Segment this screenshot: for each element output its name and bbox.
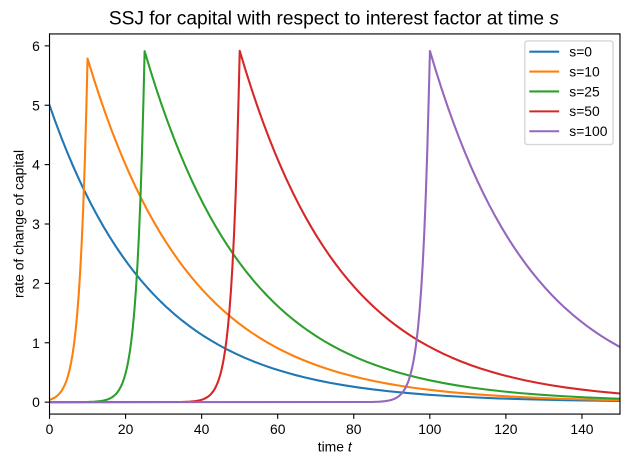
svg-text:rate of change of capital: rate of change of capital <box>11 150 27 298</box>
svg-text:s=0: s=0 <box>569 44 592 60</box>
svg-text:140: 140 <box>570 421 593 437</box>
svg-text:6: 6 <box>32 38 40 54</box>
svg-text:120: 120 <box>494 421 517 437</box>
svg-text:s=100: s=100 <box>569 123 607 139</box>
svg-text:3: 3 <box>32 216 40 232</box>
svg-text:4: 4 <box>32 157 40 173</box>
svg-text:t i m e: t i m e t <box>318 431 354 456</box>
svg-text:20: 20 <box>118 421 134 437</box>
svg-text:5: 5 <box>32 97 40 113</box>
svg-text:s=50: s=50 <box>569 103 600 119</box>
svg-text:S S J: S S J f o r c a p i t a l w i t h r e s … <box>109 4 559 29</box>
svg-text:s=10: s=10 <box>569 63 600 79</box>
svg-text:0: 0 <box>32 394 40 410</box>
svg-text:100: 100 <box>418 421 441 437</box>
svg-text:40: 40 <box>194 421 210 437</box>
svg-text:60: 60 <box>270 421 286 437</box>
svg-text:2: 2 <box>32 275 40 291</box>
svg-text:s=25: s=25 <box>569 83 600 99</box>
svg-text:0: 0 <box>46 421 54 437</box>
svg-text:1: 1 <box>32 335 40 351</box>
